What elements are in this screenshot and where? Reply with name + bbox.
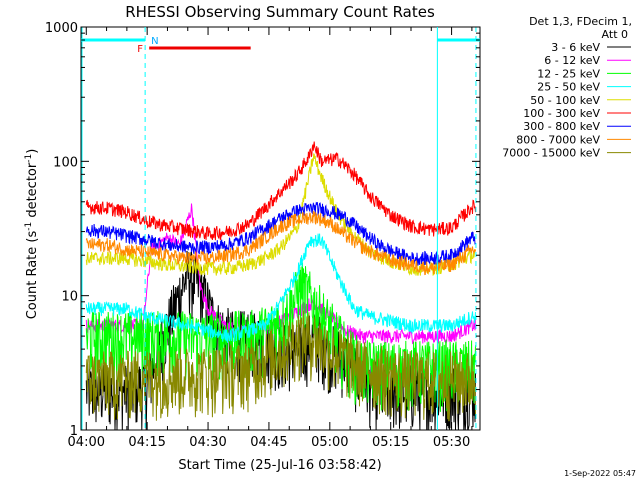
x-axis-label: Start Time (25-Jul-16 03:58:42) bbox=[178, 458, 381, 473]
y-axis-label-sup2: -1 bbox=[24, 154, 34, 163]
y-axis-label-sup1: -1 bbox=[24, 222, 34, 231]
y-tick-label-3: 1000 bbox=[45, 21, 78, 36]
y-axis-label-mid: detector bbox=[25, 162, 40, 222]
series-line-7 bbox=[85, 210, 476, 276]
legend-label-2: 12 - 25 keV bbox=[537, 67, 600, 80]
x-tick-label-5: 05:15 bbox=[372, 435, 409, 450]
x-tick-label-1: 04:15 bbox=[128, 435, 165, 450]
legend-label-0: 3 - 6 keV bbox=[551, 41, 600, 54]
legend-header-line2: Att 0 bbox=[602, 28, 628, 41]
y-tick-label-2: 100 bbox=[53, 155, 78, 170]
x-tick-label-3: 04:45 bbox=[250, 435, 287, 450]
y-axis-label-end: ) bbox=[25, 149, 40, 154]
x-tick-label-0: 04:00 bbox=[68, 435, 105, 450]
chart-title: RHESSI Observing Summary Count Rates bbox=[125, 3, 435, 21]
series-line-5 bbox=[85, 141, 476, 241]
interval-bars: NF bbox=[81, 27, 480, 430]
y-axis-label: Count Rate (s-1 detector-1) bbox=[24, 149, 40, 320]
series-line-2 bbox=[85, 262, 476, 412]
legend-label-5: 100 - 300 keV bbox=[523, 107, 600, 120]
plot-frame bbox=[80, 26, 481, 431]
y-axis-label-main: Count Rate (s bbox=[25, 231, 40, 320]
x-tick-label-4: 05:00 bbox=[311, 435, 348, 450]
series-line-4 bbox=[85, 153, 476, 276]
legend-header-line1: Det 1,3, FDecim 1, bbox=[529, 15, 632, 28]
night-label: N bbox=[151, 36, 158, 47]
series-line-6 bbox=[85, 201, 476, 266]
legend-label-8: 7000 - 15000 keV bbox=[502, 147, 600, 160]
series-line-3 bbox=[85, 233, 476, 343]
legend-label-6: 300 - 800 keV bbox=[523, 120, 600, 133]
x-tick-label-6: 05:30 bbox=[433, 435, 470, 450]
flare-label: F bbox=[137, 44, 143, 55]
legend-label-3: 25 - 50 keV bbox=[537, 81, 600, 94]
legend-label-4: 50 - 100 keV bbox=[530, 94, 600, 107]
timestamp: 1-Sep-2022 05:47 bbox=[564, 469, 636, 478]
series-line-8 bbox=[85, 310, 476, 422]
y-tick-label-1: 10 bbox=[61, 290, 78, 305]
x-tick-label-2: 04:30 bbox=[189, 435, 226, 450]
y-tick-label-0: 1 bbox=[70, 424, 78, 439]
plot-area bbox=[80, 26, 481, 431]
series-layer bbox=[85, 141, 476, 431]
axis-ticks: 04:00 04:15 04:30 04:45 05:00 05:15 05:30 1 10 10… bbox=[45, 21, 480, 450]
legend-label-1: 6 - 12 keV bbox=[544, 54, 600, 67]
legend-label-7: 800 - 7000 keV bbox=[516, 133, 600, 146]
